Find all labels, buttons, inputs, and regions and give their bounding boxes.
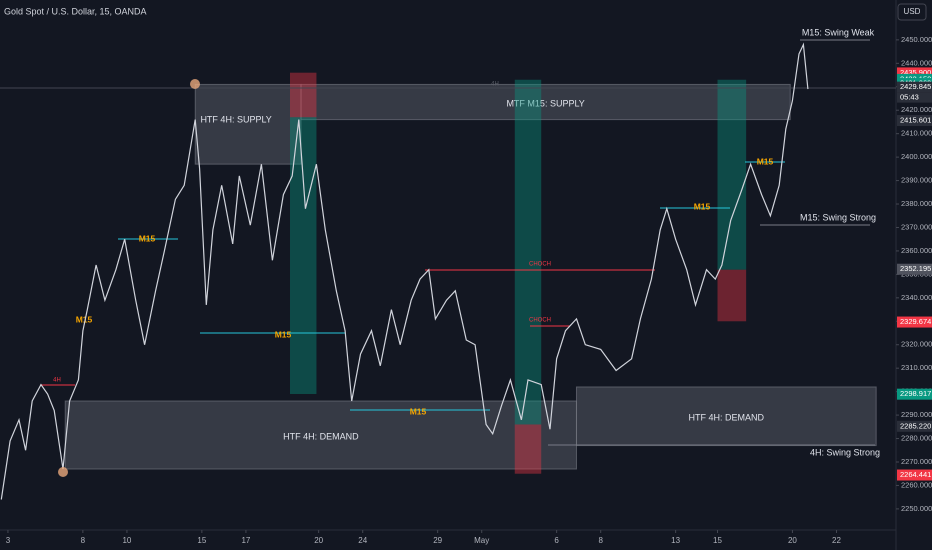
position-box: [717, 269, 747, 322]
price-label: 2329.674: [900, 317, 931, 326]
x-tick-label: 20: [788, 536, 797, 545]
x-tick-label: 24: [358, 536, 367, 545]
annotation: M15: [757, 156, 774, 166]
x-tick-label: 8: [81, 536, 86, 545]
swing-marker: [190, 79, 200, 89]
y-tick-label: 2260.000: [901, 480, 932, 489]
annotation: CHOCH: [529, 262, 551, 268]
annotation: M15: [410, 406, 427, 416]
price-label-box: [897, 420, 932, 432]
y-tick-label: 2410.000: [901, 129, 932, 138]
annotation: M15: Swing Strong: [800, 212, 876, 222]
zone-label: HTF 4H: DEMAND: [283, 431, 359, 441]
annotation: 4H: Swing Strong: [810, 447, 880, 457]
y-tick-label: 2270.000: [901, 457, 932, 466]
position-box: [717, 79, 747, 270]
zone: [575, 386, 877, 447]
y-tick-label: 2390.000: [901, 176, 932, 185]
price-label-box: [897, 263, 932, 275]
annotation: M15: [76, 314, 93, 324]
annotation: M15: [275, 329, 292, 339]
x-tick-label: 29: [433, 536, 442, 545]
zone: [194, 83, 302, 165]
y-tick-label: 2380.000: [901, 199, 932, 208]
x-tick-label: 17: [241, 536, 250, 545]
chart-title: Gold Spot / U.S. Dollar, 15, OANDA: [4, 6, 147, 16]
x-tick-label: 22: [832, 536, 841, 545]
y-tick-label: 2400.000: [901, 152, 932, 161]
y-tick-label: 2320.000: [901, 340, 932, 349]
price-label: 2429.845: [900, 82, 931, 91]
x-tick-label: 15: [713, 536, 722, 545]
annotation: CHOCH: [529, 318, 551, 324]
price-label-box: [897, 81, 932, 93]
y-tick-label: 2440.000: [901, 58, 932, 67]
y-tick-label: 2370.000: [901, 222, 932, 231]
price-label-box: [897, 316, 932, 328]
price-label-box: [897, 115, 932, 127]
x-tick-label: 3: [6, 536, 11, 545]
x-tick-label: 20: [314, 536, 323, 545]
price-label-box: [897, 67, 932, 79]
countdown: 05:43: [900, 93, 919, 102]
x-tick-label: 15: [197, 536, 206, 545]
x-tick-label: May: [474, 536, 489, 545]
price-label: 2285.220: [900, 421, 931, 430]
swing-marker: [58, 467, 68, 477]
y-tick-label: 2340.000: [901, 293, 932, 302]
countdown-box: [897, 92, 932, 103]
price-label: 2435.900: [900, 68, 931, 77]
y-tick-label: 2450.000: [901, 35, 932, 44]
y-tick-label: 2360.000: [901, 246, 932, 255]
annotation: M15: Swing Weak: [802, 27, 875, 37]
annotation: M15: [139, 233, 156, 243]
currency-label[interactable]: USD: [904, 7, 921, 16]
price-line: [0, 42, 809, 500]
price-label: 2415.601: [900, 116, 931, 125]
position-box: [514, 424, 542, 474]
y-tick-label: 2290.000: [901, 410, 932, 419]
price-label: 2264.441: [900, 470, 931, 479]
position-box: [289, 72, 317, 118]
zone-label: MTF M15: SUPPLY: [506, 98, 584, 108]
y-tick-label: 2250.000: [901, 504, 932, 513]
position-box: [289, 117, 317, 394]
x-tick-label: 10: [122, 536, 131, 545]
x-tick-label: 8: [598, 536, 603, 545]
x-tick-label: 13: [671, 536, 680, 545]
price-label: 2352.195: [900, 264, 931, 273]
zone-label: HTF 4H: DEMAND: [689, 413, 765, 423]
annotation: 4H: [53, 378, 61, 384]
x-tick-label: 6: [554, 536, 559, 545]
annotation: M15: [694, 201, 711, 211]
currency-button[interactable]: [897, 3, 927, 21]
y-tick-label: 2420.000: [901, 105, 932, 114]
position-box: [514, 79, 542, 425]
annotation: 4H: [491, 82, 499, 88]
y-tick-label: 2310.000: [901, 363, 932, 372]
y-tick-label: 2280.000: [901, 434, 932, 443]
zone: [300, 83, 791, 121]
zone: [64, 400, 577, 470]
price-label: 2298.917: [900, 389, 931, 398]
zone-label: HTF 4H: SUPPLY: [200, 115, 271, 125]
price-label-box: [897, 469, 932, 481]
price-label-box: [897, 388, 932, 400]
